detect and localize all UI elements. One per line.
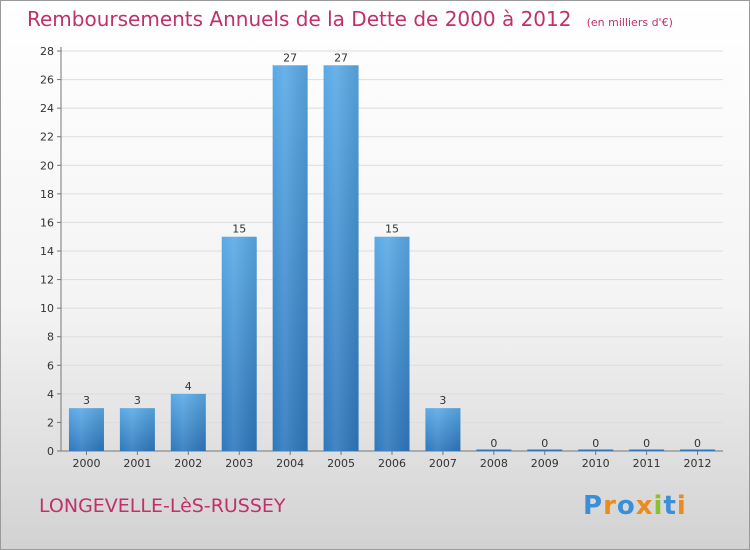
x-tick-label: 2011 (633, 457, 661, 470)
bar-shine (68, 408, 104, 451)
logo-letter: o (616, 491, 636, 521)
bar (476, 449, 512, 451)
bar (578, 449, 614, 451)
data-label: 0 (694, 437, 701, 450)
y-tick-label: 28 (40, 45, 54, 58)
x-tick-label: 2012 (684, 457, 712, 470)
data-label: 0 (592, 437, 599, 450)
data-labels: 3 3 4 15 27 27 15 3 0 0 0 0 0 (83, 51, 701, 450)
bar-shine (170, 393, 206, 451)
y-tick-label: 20 (40, 159, 54, 172)
bars (68, 65, 716, 452)
bar-shine (272, 65, 308, 452)
y-tick-label: 12 (40, 274, 54, 287)
bar-shine (425, 408, 461, 451)
x-tick-label: 2007 (429, 457, 457, 470)
data-label: 15 (232, 223, 246, 236)
y-tick-label: 2 (47, 416, 54, 429)
chart-unit: (en milliers d'€) (586, 16, 673, 29)
y-tick-label: 16 (40, 216, 54, 229)
chart-title: Remboursements Annuels de la Dette de 20… (27, 7, 572, 31)
data-label: 27 (283, 51, 297, 64)
logo-letter: P (583, 491, 604, 521)
data-label: 0 (490, 437, 497, 450)
proxiti-logo: Proxiti (583, 491, 687, 521)
x-tick-label: 2001 (123, 457, 151, 470)
logo-letter: r (603, 491, 617, 521)
y-tick-label: 14 (40, 245, 54, 258)
x-tick-label: 2005 (327, 457, 355, 470)
x-tick-label: 2008 (480, 457, 508, 470)
data-label: 3 (83, 394, 90, 407)
y-tick-label: 10 (40, 302, 54, 315)
x-tick-label: 2004 (276, 457, 304, 470)
data-label: 4 (185, 380, 192, 393)
bar (527, 449, 563, 451)
logo-letter: i (676, 491, 687, 521)
data-label: 27 (334, 51, 348, 64)
x-axis-ticks: 2000 2001 2002 2003 2004 2005 2006 2007 2008 2009… (72, 451, 712, 470)
y-tick-label: 18 (40, 188, 54, 201)
data-label: 0 (643, 437, 650, 450)
data-label: 3 (134, 394, 141, 407)
y-tick-label: 24 (40, 102, 54, 115)
bar (680, 449, 716, 451)
y-tick-label: 4 (47, 388, 54, 401)
x-tick-label: 2000 (72, 457, 100, 470)
x-tick-label: 2002 (174, 457, 202, 470)
y-tick-label: 22 (40, 131, 54, 144)
chart-title-block: Remboursements Annuels de la Dette de 20… (27, 7, 673, 31)
logo-letter: t (663, 491, 677, 521)
data-label: 0 (541, 437, 548, 450)
commune-name: LONGEVELLE-LèS-RUSSEY (39, 495, 286, 517)
data-label: 15 (385, 223, 399, 236)
y-tick-label: 0 (47, 445, 54, 458)
logo-letter: x (635, 491, 654, 521)
data-label: 3 (439, 394, 446, 407)
bar-shine (323, 65, 359, 452)
x-tick-label: 2009 (531, 457, 559, 470)
y-tick-label: 8 (47, 331, 54, 344)
bar (629, 449, 665, 451)
y-tick-label: 26 (40, 74, 54, 87)
bar-shine (374, 236, 410, 451)
y-tick-label: 6 (47, 359, 54, 372)
x-tick-label: 2003 (225, 457, 253, 470)
x-tick-label: 2006 (378, 457, 406, 470)
x-tick-label: 2010 (582, 457, 610, 470)
logo-letter: i (653, 491, 664, 521)
bar-shine (221, 236, 257, 451)
bar-shine (119, 408, 155, 451)
